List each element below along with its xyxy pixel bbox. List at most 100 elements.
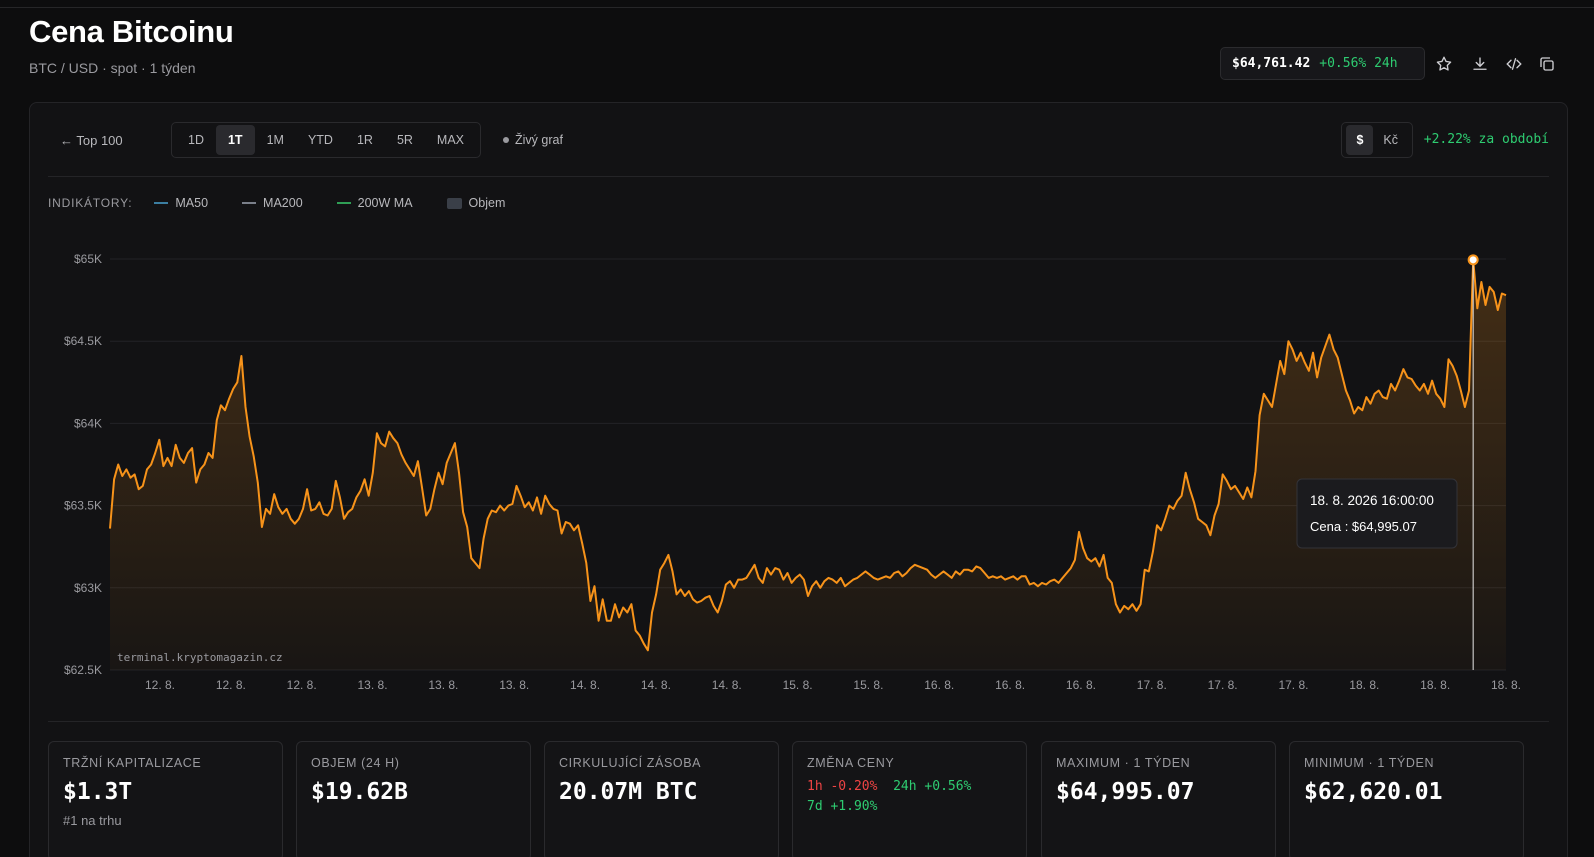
x-tick-label: 12. 8. [216,678,246,692]
y-tick-label: $64.5K [64,334,102,348]
currency-button-usd[interactable]: $ [1346,125,1374,155]
price-change-list: 1h -0.20% 24h +0.56% 7d +1.90% [807,777,1012,817]
stat-card-week-min: MINIMUM · 1 TÝDEN $62,620.01 [1289,741,1524,857]
change-24h: +0.56% 24h [1319,56,1398,71]
x-tick-label: 16. 8. [924,678,954,692]
stat-label: OBJEM (24 H) [311,756,400,770]
chart-toolbar: ← Top 100 1D 1T 1M YTD 1R 5R MAX Živý gr… [60,122,1549,160]
copy-icon[interactable] [1536,53,1558,75]
stat-card-week-max: MAXIMUM · 1 TÝDEN $64,995.07 [1041,741,1276,857]
stat-card-market-cap: TRŽNÍ KAPITALIZACE $1.3T #1 na trhu [48,741,283,857]
range-button-1d[interactable]: 1D [188,133,204,147]
stat-label: CIRKULUJÍCÍ ZÁSOBA [559,756,702,770]
ma200w-swatch [336,202,351,204]
range-button-1m[interactable]: 1M [266,133,284,147]
stat-value: $1.3T [63,779,133,805]
live-dot-icon [503,137,509,143]
x-tick-label: 17. 8. [1208,678,1238,692]
stat-value: $64,995.07 [1056,779,1195,805]
ma50-swatch [154,202,169,204]
y-tick-label: $63K [74,581,102,595]
highlight-point [1467,254,1479,266]
chart-tooltip: 18. 8. 2026 16:00:00 Cena : $64,995.07 [1296,478,1458,549]
x-tick-label: 15. 8. [783,678,813,692]
code-icon[interactable] [1503,53,1525,75]
download-icon[interactable] [1469,53,1491,75]
x-tick-label: 12. 8. [145,678,175,692]
page-title: Cena Bitcoinu [29,14,234,49]
change-7d: 7d +1.90% [807,799,878,814]
current-price: $64,761.42 [1232,56,1311,71]
stats-divider [48,721,1549,722]
x-tick-label: 15. 8. [853,678,883,692]
x-tick-label: 18. 8. [1349,678,1379,692]
back-to-top100-link[interactable]: ← Top 100 [60,133,123,148]
indicator-ma50[interactable]: MA50 [154,196,208,210]
period-change: +2.22% za období [1423,132,1549,147]
stat-card-price-change: ZMĚNA CENY 1h -0.20% 24h +0.56% 7d +1.90… [792,741,1027,857]
price-chart[interactable]: $65K $64.5K $64K $63.5K $63K $62.5K terminal.… [30,243,1560,703]
tooltip-box [1296,478,1458,549]
stat-sub: #1 na trhu [63,813,122,828]
stat-value: 20.07M BTC [559,779,698,805]
indicator-ma50-label: MA50 [175,196,209,210]
range-button-ytd[interactable]: YTD [307,133,333,147]
chart-panel: ← Top 100 1D 1T 1M YTD 1R 5R MAX Živý gr… [29,102,1568,857]
x-tick-label: 13. 8. [499,678,529,692]
x-tick-label: 13. 8. [358,678,388,692]
indicator-ma200[interactable]: MA200 [242,196,303,210]
change-24h-stat: 24h +0.56% [893,779,972,794]
y-tick-label: $64K [74,416,102,430]
indicators-label: INDIKÁTORY: [48,196,133,210]
range-selector: 1D 1T 1M YTD 1R 5R MAX [171,122,482,158]
range-button-5r[interactable]: 5R [396,133,413,147]
indicator-volume-label: Objem [468,196,506,210]
x-tick-label: 16. 8. [1066,678,1096,692]
stat-value: $19.62B [311,779,408,805]
stat-value: $62,620.01 [1304,779,1443,805]
x-tick-label: 17. 8. [1278,678,1308,692]
live-chart-toggle[interactable]: Živý graf [503,133,563,147]
y-tick-label: $62.5K [64,663,102,677]
stat-label: TRŽNÍ KAPITALIZACE [63,756,202,770]
range-button-max[interactable]: MAX [436,133,465,147]
stat-label: MAXIMUM · 1 TÝDEN [1056,756,1191,770]
x-tick-label: 14. 8. [712,678,742,692]
range-button-1t[interactable]: 1T [215,125,255,155]
stat-label: MINIMUM · 1 TÝDEN [1304,756,1435,770]
x-tick-label: 18. 8. [1420,678,1450,692]
range-button-1r[interactable]: 1R [356,133,373,147]
y-tick-label: $63.5K [64,499,102,513]
x-tick-label: 14. 8. [570,678,600,692]
toolbar-divider [48,176,1549,177]
x-tick-label: 17. 8. [1137,678,1167,692]
volume-swatch [446,197,462,209]
ma200-swatch [242,202,257,204]
x-tick-label: 16. 8. [995,678,1025,692]
y-tick-label: $65K [74,252,102,266]
tooltip-price: Cena : $64,995.07 [1310,519,1417,534]
page-subtitle: BTC / USD · spot · 1 týden [29,60,196,76]
x-tick-label: 13. 8. [428,678,458,692]
indicator-volume[interactable]: Objem [446,196,506,210]
price-line [109,258,1507,652]
top-divider [0,7,1594,8]
stat-label: ZMĚNA CENY [807,756,895,770]
indicator-bar: INDIKÁTORY: MA50 MA200 200W MA Objem [48,196,539,210]
x-tick-label: 14. 8. [641,678,671,692]
price-chip: $64,761.42 +0.56% 24h [1220,47,1425,80]
change-1h: 1h -0.20% [807,779,878,794]
currency-selector: $ Kč [1341,122,1413,158]
indicator-200w-ma[interactable]: 200W MA [336,196,413,210]
indicator-ma200-label: MA200 [263,196,303,210]
price-area [110,259,1506,670]
x-tick-label: 18. 8. [1491,678,1521,692]
x-tick-label: 12. 8. [287,678,317,692]
star-icon[interactable] [1433,53,1455,75]
watermark: terminal.kryptomagazin.cz [117,651,283,664]
stat-card-volume: OBJEM (24 H) $19.62B [296,741,531,857]
live-chart-label: Živý graf [515,133,563,147]
stat-card-supply: CIRKULUJÍCÍ ZÁSOBA 20.07M BTC [544,741,779,857]
currency-button-czk[interactable]: Kč [1383,133,1398,147]
tooltip-date: 18. 8. 2026 16:00:00 [1310,493,1434,508]
